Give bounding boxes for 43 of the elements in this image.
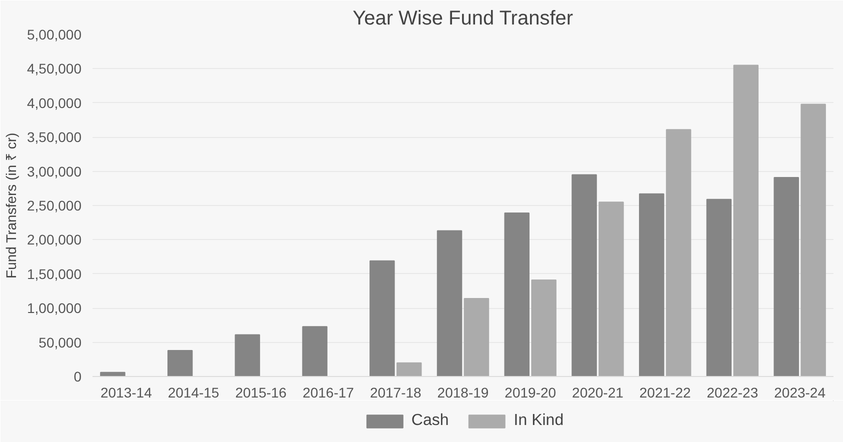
x-tick-label: 2017-18 (370, 384, 422, 400)
bar (706, 198, 732, 376)
legend-label: Cash (411, 412, 449, 430)
x-tick-label: 2023-24 (774, 384, 826, 400)
bar (774, 176, 799, 376)
x-tick-label: 2015-16 (235, 384, 287, 400)
x-tick-label: 2018-19 (437, 384, 489, 400)
bar (396, 362, 422, 376)
y-tick-label: 4,00,000 (27, 94, 82, 111)
x-tick-label: 2014-15 (168, 384, 220, 400)
bar (167, 350, 193, 376)
bar (531, 280, 556, 376)
y-tick-label: 1,50,000 (27, 266, 82, 282)
bar (436, 230, 462, 376)
bar (504, 212, 530, 376)
bar (666, 129, 692, 376)
legend-label: In Kind (514, 412, 564, 430)
y-tick-label: 3,50,000 (27, 129, 82, 146)
y-tick-label: 1,00,000 (27, 300, 82, 316)
y-tick-label: 2,50,000 (27, 198, 82, 214)
x-tick-label: 2021-22 (639, 384, 691, 400)
x-tick-label: 2022-23 (706, 384, 758, 400)
y-axis-title: Fund Transfers (in ₹ cr) (3, 132, 20, 278)
bar (733, 64, 759, 376)
x-tick-label: 2019-20 (504, 384, 556, 400)
bar (598, 202, 624, 376)
x-tick-label: 2016-17 (302, 384, 354, 400)
y-tick-label: 0 (74, 368, 82, 384)
y-tick-label: 50,000 (38, 334, 82, 350)
chart-title: Year Wise Fund Transfer (352, 8, 574, 30)
y-tick-label: 2,00,000 (27, 232, 82, 248)
bar (370, 260, 395, 376)
bar (800, 104, 826, 376)
bar (572, 174, 597, 376)
bar (638, 193, 664, 376)
y-tick-label: 5,00,000 (27, 26, 82, 42)
bar (464, 298, 490, 376)
bar (302, 326, 328, 376)
x-tick-label: 2013-14 (100, 384, 152, 400)
x-tick-label: 2020-21 (572, 384, 624, 400)
bar (234, 334, 260, 376)
y-tick-label: 4,50,000 (27, 60, 82, 77)
y-tick-label: 3,00,000 (27, 163, 82, 180)
